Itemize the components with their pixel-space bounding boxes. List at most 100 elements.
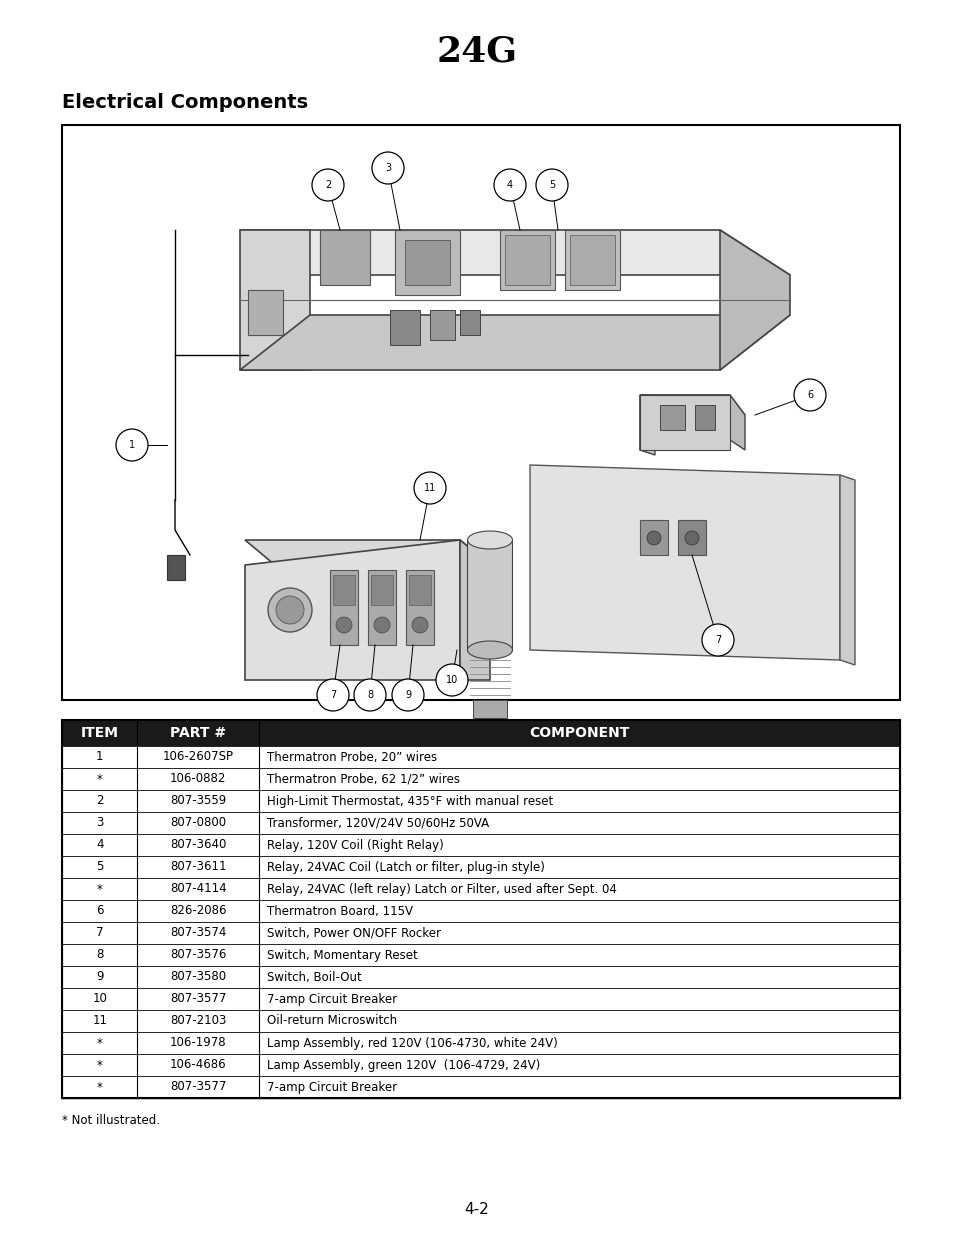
Bar	[368, 571, 395, 645]
Polygon shape	[319, 230, 370, 275]
Polygon shape	[240, 315, 789, 370]
Bar	[330, 571, 357, 645]
Text: 1: 1	[129, 440, 135, 450]
Text: 807-3611: 807-3611	[170, 861, 226, 873]
Circle shape	[116, 429, 148, 461]
Text: Thermatron Board, 115V: Thermatron Board, 115V	[267, 904, 413, 918]
Bar	[62, 944, 899, 966]
Text: 3: 3	[384, 163, 391, 173]
Text: 6: 6	[806, 390, 812, 400]
Text: Switch, Momentary Reset: Switch, Momentary Reset	[267, 948, 417, 962]
Bar	[62, 834, 899, 856]
Bar	[409, 576, 431, 605]
Text: Switch, Power ON/OFF Rocker: Switch, Power ON/OFF Rocker	[267, 926, 440, 940]
Circle shape	[316, 679, 349, 711]
Bar	[62, 1053, 899, 1076]
Bar	[406, 571, 434, 645]
Bar	[395, 230, 459, 295]
Text: 11: 11	[423, 483, 436, 493]
Text: 7: 7	[330, 690, 335, 700]
Text: 807-3577: 807-3577	[170, 1081, 226, 1093]
Bar	[62, 878, 899, 900]
Text: 106-4686: 106-4686	[170, 1058, 226, 1072]
Polygon shape	[720, 230, 789, 370]
Bar	[467, 540, 512, 650]
Bar	[405, 240, 450, 285]
Text: Lamp Assembly, red 120V (106-4730, white 24V): Lamp Assembly, red 120V (106-4730, white…	[267, 1036, 558, 1050]
Text: 8: 8	[367, 690, 373, 700]
Text: 106-2607SP: 106-2607SP	[163, 751, 233, 763]
Text: 24G: 24G	[436, 35, 517, 69]
Text: COMPONENT: COMPONENT	[529, 726, 629, 740]
Polygon shape	[639, 395, 744, 415]
Circle shape	[268, 588, 312, 632]
Polygon shape	[245, 540, 459, 680]
Circle shape	[372, 152, 403, 184]
Polygon shape	[530, 466, 840, 659]
Bar	[62, 988, 899, 1010]
Circle shape	[536, 169, 567, 201]
Circle shape	[354, 679, 386, 711]
Circle shape	[684, 531, 699, 545]
Circle shape	[414, 472, 446, 504]
Text: Thermatron Probe, 20” wires: Thermatron Probe, 20” wires	[267, 751, 436, 763]
Bar	[62, 1032, 899, 1053]
Text: Transformer, 120V/24V 50/60Hz 50VA: Transformer, 120V/24V 50/60Hz 50VA	[267, 816, 489, 830]
Polygon shape	[240, 230, 310, 370]
Text: Relay, 24VAC Coil (Latch or filter, plug-in style): Relay, 24VAC Coil (Latch or filter, plug…	[267, 861, 544, 873]
Text: Oil-return Microswitch: Oil-return Microswitch	[267, 1014, 396, 1028]
Circle shape	[374, 618, 390, 634]
Polygon shape	[245, 540, 490, 564]
Text: 807-3576: 807-3576	[170, 948, 226, 962]
Circle shape	[436, 664, 468, 697]
Bar	[62, 1010, 899, 1032]
Text: 807-3580: 807-3580	[170, 971, 226, 983]
Ellipse shape	[467, 641, 512, 659]
Bar	[62, 811, 899, 834]
Bar	[167, 555, 185, 580]
Bar	[639, 520, 667, 555]
Bar	[62, 720, 899, 746]
Text: 9: 9	[404, 690, 411, 700]
Text: PART #: PART #	[170, 726, 226, 740]
Text: 7: 7	[714, 635, 720, 645]
Bar	[473, 700, 506, 718]
Text: High-Limit Thermostat, 435°F with manual reset: High-Limit Thermostat, 435°F with manual…	[267, 794, 553, 808]
Bar	[678, 520, 705, 555]
Text: 807-3577: 807-3577	[170, 993, 226, 1005]
Text: Switch, Boil-Out: Switch, Boil-Out	[267, 971, 361, 983]
Text: Lamp Assembly, green 120V  (106-4729, 24V): Lamp Assembly, green 120V (106-4729, 24V…	[267, 1058, 539, 1072]
Circle shape	[646, 531, 660, 545]
Bar	[569, 235, 615, 285]
Bar	[62, 923, 899, 944]
Bar	[62, 720, 899, 1098]
Text: 11: 11	[92, 1014, 107, 1028]
Circle shape	[412, 618, 428, 634]
Text: 7: 7	[96, 926, 103, 940]
Bar	[62, 790, 899, 811]
Circle shape	[275, 597, 304, 624]
Text: ITEM: ITEM	[81, 726, 118, 740]
Bar	[459, 310, 479, 335]
Text: 7-amp Circuit Breaker: 7-amp Circuit Breaker	[267, 1081, 396, 1093]
Text: 5: 5	[96, 861, 103, 873]
Text: 807-4114: 807-4114	[170, 883, 226, 895]
Text: 807-0800: 807-0800	[170, 816, 226, 830]
Bar	[695, 405, 714, 430]
Text: Relay, 120V Coil (Right Relay): Relay, 120V Coil (Right Relay)	[267, 839, 443, 851]
Bar	[62, 768, 899, 790]
Bar	[62, 125, 899, 700]
Bar	[504, 235, 550, 285]
Text: 4: 4	[506, 180, 513, 190]
Text: 807-3574: 807-3574	[170, 926, 226, 940]
Text: Thermatron Probe, 62 1/2” wires: Thermatron Probe, 62 1/2” wires	[267, 773, 459, 785]
Ellipse shape	[467, 531, 512, 550]
Polygon shape	[639, 395, 655, 454]
Text: *: *	[96, 1081, 103, 1093]
Text: Relay, 24VAC (left relay) Latch or Filter, used after Sept. 04: Relay, 24VAC (left relay) Latch or Filte…	[267, 883, 617, 895]
Bar	[659, 405, 684, 430]
Text: 5: 5	[548, 180, 555, 190]
Circle shape	[335, 618, 352, 634]
Polygon shape	[639, 395, 729, 450]
Text: 807-3559: 807-3559	[170, 794, 226, 808]
